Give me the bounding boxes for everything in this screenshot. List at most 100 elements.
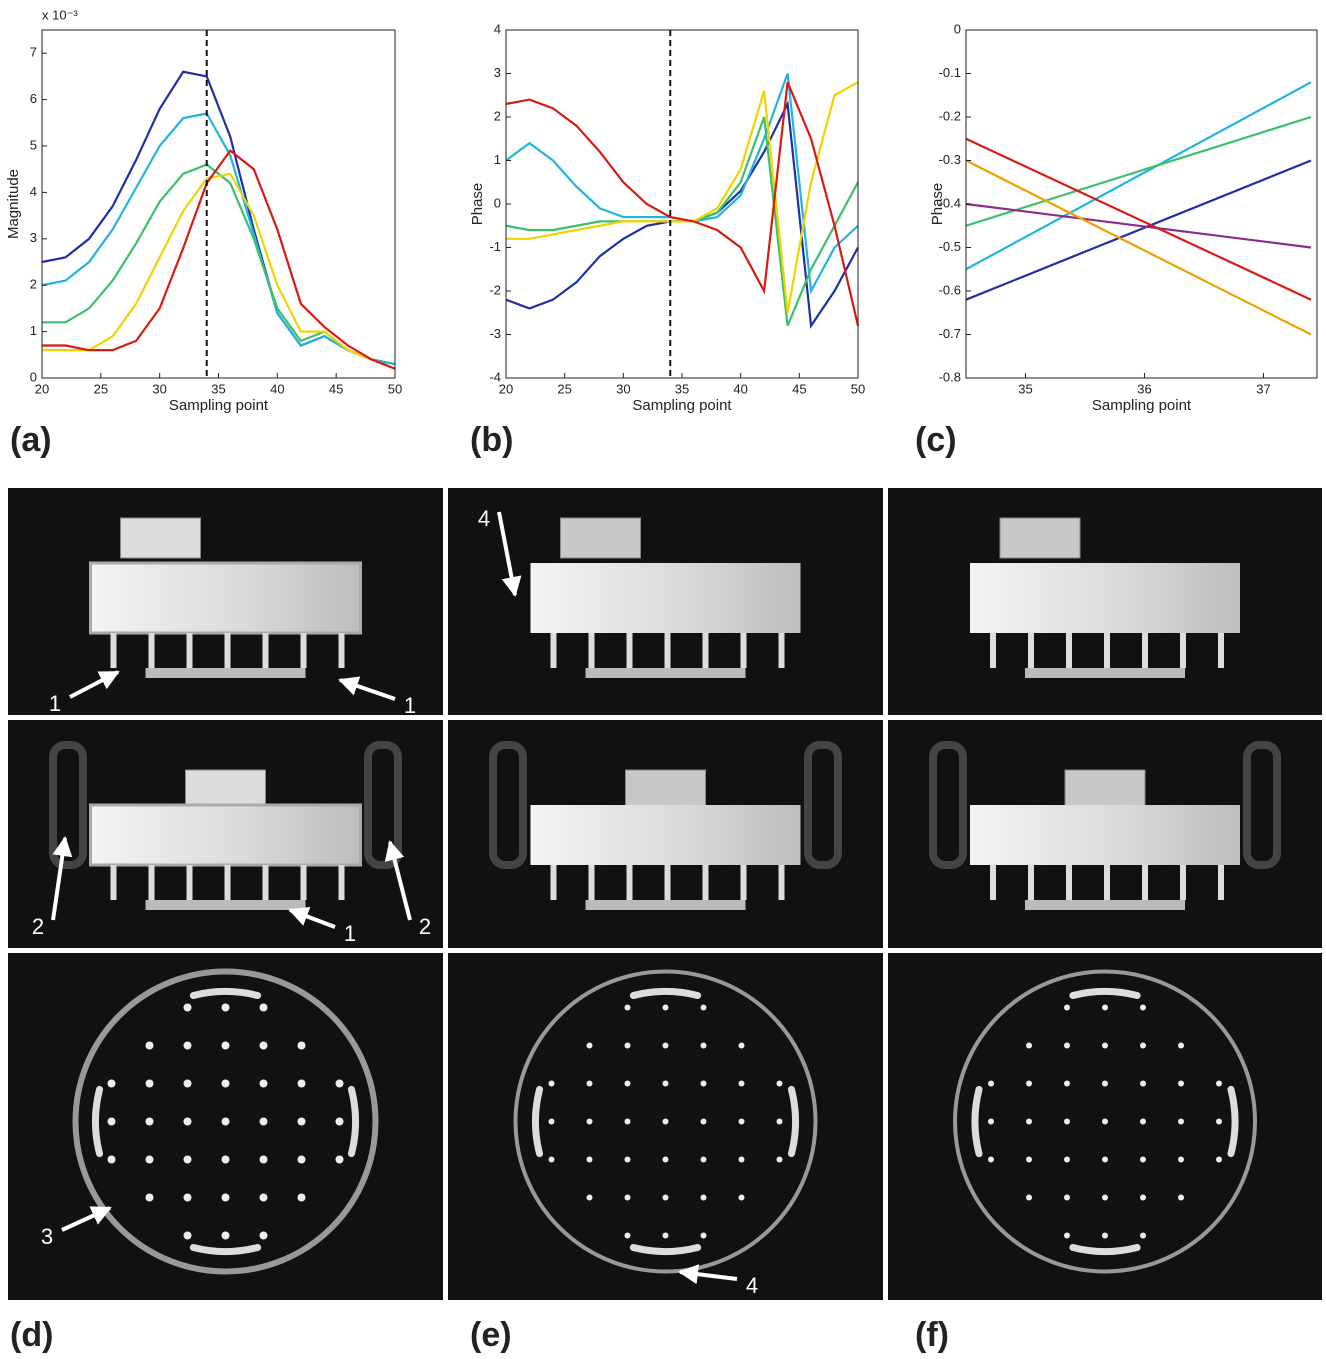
phantom-arc (971, 1085, 983, 1158)
phantom-arc (629, 1243, 702, 1255)
data-line (965, 81, 1312, 271)
panel-label: (f) (915, 1316, 949, 1354)
phantom-leg (1028, 633, 1034, 668)
phantom-leg (702, 633, 709, 668)
y-tick-label: -2 (489, 282, 501, 297)
phantom-dot (1178, 1042, 1184, 1049)
phantom-leg (186, 633, 193, 668)
phantom-leg (1066, 633, 1072, 668)
phantom-leg (148, 865, 155, 900)
panel-label: (a) (10, 421, 52, 459)
phantom-ring (513, 969, 818, 1274)
phantom-dot (1026, 1042, 1032, 1049)
phantom-dot (700, 1042, 707, 1049)
phantom-leg (588, 633, 595, 668)
x-tick-label: 30 (152, 381, 166, 396)
phantom-leg (1142, 633, 1148, 668)
phantom-base (145, 900, 306, 910)
phantom-dot (548, 1156, 555, 1163)
phantom-dot (662, 1232, 669, 1239)
y-tick-label: 0 (30, 369, 37, 384)
phantom-dot (548, 1118, 555, 1125)
phantom-top (1064, 769, 1146, 811)
phantom-dot (738, 1194, 745, 1201)
phantom-dot (183, 1193, 192, 1202)
y-tick-label: 2 (494, 108, 501, 123)
phantom-dot (1140, 1118, 1146, 1125)
y-tick-label: -0.7 (939, 326, 961, 341)
phantom-base (1025, 900, 1185, 910)
phantom-leg (990, 633, 996, 668)
phantom-dot (1102, 1194, 1108, 1201)
phantom-dot (183, 1117, 192, 1126)
phantom-dot (1216, 1118, 1222, 1125)
phantom-dot (221, 1003, 230, 1012)
phantom-dot (107, 1155, 116, 1164)
y-tick-label: -3 (489, 326, 501, 341)
phantom-dot (662, 1042, 669, 1049)
phantom-dot (145, 1117, 154, 1126)
phantom-dot (624, 1118, 631, 1125)
phantom-dot (738, 1156, 745, 1163)
y-tick-label: -0.6 (939, 282, 961, 297)
arrow (69, 670, 120, 699)
phantom-leg (110, 865, 117, 900)
phantom-dot (738, 1080, 745, 1087)
phantom-dot (624, 1232, 631, 1239)
phantom-leg (664, 865, 671, 900)
y-tick-label: 4 (30, 184, 37, 199)
side-piece (489, 741, 527, 869)
phantom-dot (297, 1155, 306, 1164)
side-piece (929, 741, 967, 869)
phantom-dot (297, 1193, 306, 1202)
phantom-dot (1102, 1080, 1108, 1087)
phantom-leg (702, 865, 709, 900)
phantom-dot (1140, 1042, 1146, 1049)
phantom-dot (1064, 1004, 1070, 1011)
phantom-dot (297, 1041, 306, 1050)
phantom-leg (1218, 865, 1224, 900)
data-line (41, 70, 396, 366)
x-tick-label: 45 (792, 381, 806, 396)
axes-box (505, 29, 859, 379)
phantom-dot (145, 1193, 154, 1202)
phantom-dot (183, 1079, 192, 1088)
phantom-arc (347, 1085, 359, 1158)
phantom-dot (700, 1194, 707, 1201)
x-tick-label: 35 (1018, 381, 1032, 396)
data-line (506, 81, 859, 313)
mri-image (448, 953, 883, 1300)
phantom-dot (259, 1041, 268, 1050)
image-grid (8, 488, 1322, 1300)
x-tick-label: 40 (733, 381, 747, 396)
phantom-leg (1142, 865, 1148, 900)
phantom-leg (1180, 865, 1186, 900)
phantom-dot (586, 1118, 593, 1125)
phantom-dot (221, 1193, 230, 1202)
phantom-leg (626, 633, 633, 668)
x-tick-label: 35 (675, 381, 689, 396)
phantom-dot (259, 1003, 268, 1012)
phantom-leg (110, 633, 117, 668)
phantom-dot (145, 1155, 154, 1164)
phantom-dot (221, 1041, 230, 1050)
phantom-dot (700, 1118, 707, 1125)
phantom-dot (297, 1117, 306, 1126)
phantom-top (185, 769, 266, 811)
phantom-dot (624, 1004, 631, 1011)
x-tick-label: 20 (35, 381, 49, 396)
phantom-dot (335, 1117, 344, 1126)
arrow (288, 907, 336, 929)
phantom-leg (1104, 633, 1110, 668)
panel-label: (e) (470, 1316, 512, 1354)
phantom-dot (1216, 1156, 1222, 1163)
phantom-dot (259, 1155, 268, 1164)
phantom-body (89, 561, 362, 635)
y-tick-label: 4 (494, 21, 501, 36)
data-line (505, 73, 859, 295)
phantom-dot (107, 1079, 116, 1088)
x-axis-label: Sampling point (1092, 397, 1192, 414)
phantom-dot (1140, 1156, 1146, 1163)
phantom-dot (1102, 1156, 1108, 1163)
phantom-body (530, 563, 801, 633)
